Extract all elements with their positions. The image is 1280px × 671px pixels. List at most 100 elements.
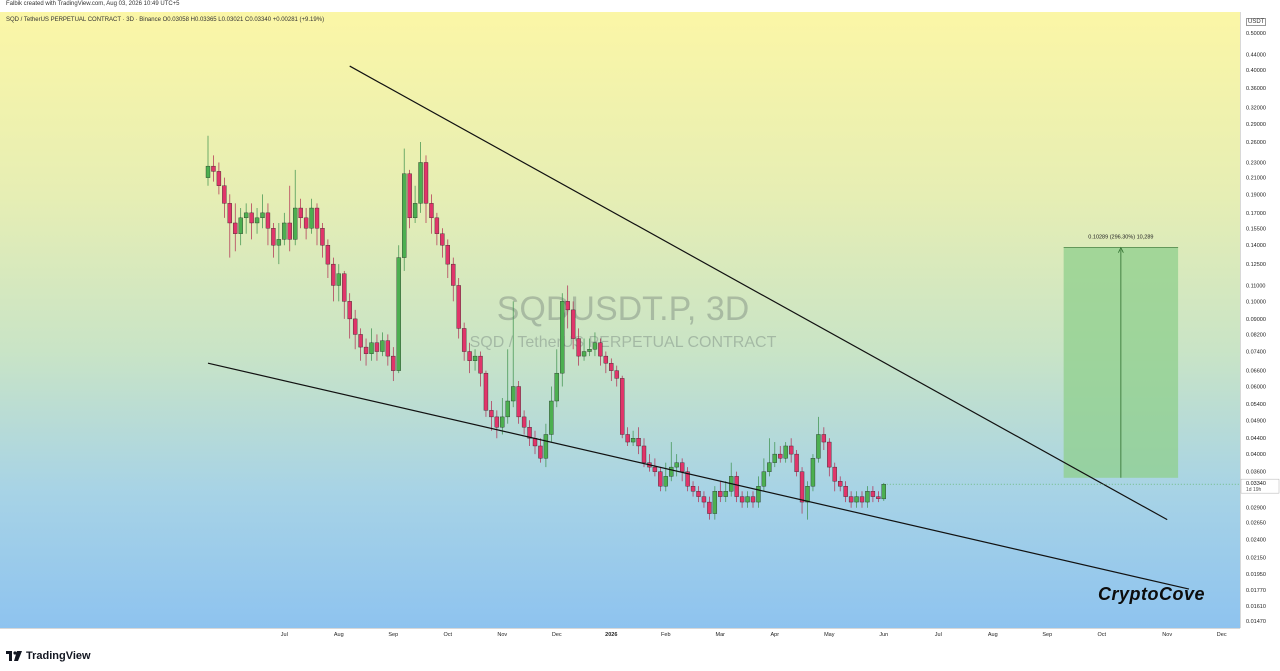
price-tick-label: 0.09000 — [1246, 317, 1266, 323]
candle — [511, 301, 516, 408]
price-tick-label: 0.04400 — [1246, 436, 1266, 442]
candle — [227, 194, 232, 258]
candle-body — [712, 491, 718, 514]
time-tick-label: Oct — [444, 632, 453, 638]
price-tick-label: 0.02400 — [1246, 537, 1266, 543]
candle-body — [652, 466, 658, 472]
candle-body — [625, 434, 630, 443]
candle-body — [756, 486, 761, 503]
candle — [663, 462, 668, 492]
last-price-label: 0.03340 — [1246, 481, 1266, 487]
candle-body — [767, 462, 772, 472]
candle — [331, 257, 336, 302]
candle — [434, 212, 440, 246]
candle-body — [347, 301, 352, 320]
candle — [461, 322, 467, 361]
candle-body — [609, 363, 614, 371]
candle-body — [342, 273, 347, 302]
candle — [314, 203, 320, 246]
watermark-ticker: SQDUSDT.P, 3D — [497, 290, 750, 328]
time-tick-label: Feb — [661, 632, 670, 638]
candle — [750, 491, 756, 508]
candle — [543, 423, 549, 468]
tradingview-logo[interactable]: TradingView — [6, 650, 91, 662]
candle — [614, 365, 619, 387]
price-tick-label: 0.11000 — [1246, 283, 1265, 289]
candle-body — [761, 471, 767, 487]
candle-body — [216, 171, 222, 186]
candle — [603, 351, 609, 374]
candle-body — [527, 427, 532, 439]
candle-body — [870, 491, 876, 497]
candle — [429, 194, 434, 234]
candle-body — [538, 445, 543, 459]
candle-body — [352, 318, 358, 335]
price-tick-label: 0.04900 — [1246, 418, 1266, 424]
price-tick-label: 0.50000 — [1246, 31, 1266, 37]
candle — [238, 208, 243, 246]
candle-body — [794, 453, 799, 472]
candle-body — [636, 438, 641, 447]
candle — [816, 416, 821, 463]
candle — [489, 401, 494, 431]
candle-body — [701, 496, 707, 503]
time-tick-label: Nov — [497, 632, 507, 638]
tradingview-logo-text: TradingView — [26, 650, 91, 662]
time-axis[interactable] — [0, 628, 1240, 641]
candle-body — [325, 245, 331, 265]
candle-body — [739, 496, 745, 503]
candle-body — [511, 386, 516, 402]
candle — [396, 245, 401, 374]
price-axis[interactable] — [1240, 12, 1280, 628]
chart-area[interactable] — [0, 12, 1240, 628]
candle-body — [783, 445, 788, 459]
price-tick-label: 0.02900 — [1246, 506, 1266, 512]
candle-body — [298, 207, 303, 219]
candle-body — [440, 233, 445, 246]
time-tick-label: Mar — [716, 632, 726, 638]
candle-body — [565, 301, 570, 311]
candle — [843, 481, 848, 503]
candle-body — [249, 212, 254, 224]
time-tick-label: Jun — [879, 632, 888, 638]
candle — [560, 293, 565, 387]
candle-body — [238, 217, 243, 234]
time-tick-label: Nov — [1162, 632, 1172, 638]
candle — [729, 462, 734, 497]
candle — [848, 491, 854, 508]
candles — [205, 135, 886, 520]
candle-body — [832, 466, 837, 482]
trendlines[interactable] — [207, 65, 1190, 590]
candle — [745, 491, 750, 508]
candle — [254, 208, 260, 234]
candle-body — [560, 301, 565, 374]
candle — [739, 491, 745, 508]
candle — [859, 491, 865, 508]
candle — [658, 467, 663, 492]
candle-body — [674, 462, 679, 468]
candle — [718, 481, 723, 503]
candle-body — [750, 496, 756, 503]
candle — [734, 471, 739, 503]
candle-body — [374, 342, 380, 352]
candle — [870, 486, 876, 503]
target-box[interactable]: 0.10289 (296.30%) 10,289 — [1063, 235, 1179, 478]
candle-body — [570, 309, 576, 339]
candle — [679, 458, 685, 482]
candle-body — [641, 445, 647, 463]
candle-body — [799, 471, 805, 503]
candle — [282, 212, 287, 246]
candle-body — [309, 207, 314, 229]
candle — [423, 155, 429, 223]
candle — [712, 486, 718, 520]
candle — [243, 203, 249, 234]
candle-body — [402, 173, 407, 258]
price-tick-label: 0.40000 — [1246, 68, 1266, 74]
candle-body — [745, 496, 750, 503]
candle — [467, 342, 472, 374]
candle-body — [723, 491, 728, 497]
candle-body — [592, 342, 598, 350]
